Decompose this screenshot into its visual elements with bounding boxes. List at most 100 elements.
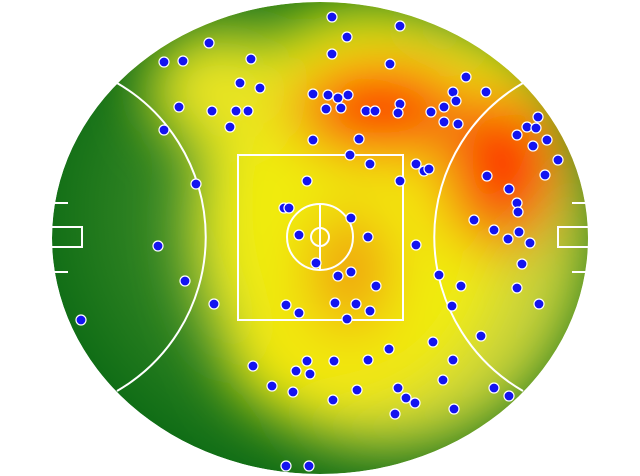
point [224,121,236,133]
point [488,224,500,236]
point [301,355,313,367]
point [364,305,376,317]
point [234,77,246,89]
point [332,92,344,104]
point [173,101,185,113]
point [532,111,544,123]
point [502,233,514,245]
point [206,105,218,117]
point [524,237,536,249]
point [370,280,382,292]
point [287,386,299,398]
point [329,297,341,309]
point [394,98,406,110]
point [438,116,450,128]
point [307,88,319,100]
point [452,118,464,130]
point [503,390,515,402]
point [410,158,422,170]
point [475,330,487,342]
point [179,275,191,287]
point [303,460,315,472]
point [310,257,322,269]
point [383,343,395,355]
field-lines [52,82,588,392]
point [511,129,523,141]
point [488,382,500,394]
point [322,89,334,101]
point [392,382,404,394]
point [328,355,340,367]
point [353,133,365,145]
point [350,298,362,310]
point [446,300,458,312]
point [468,214,480,226]
point [448,403,460,415]
point [438,101,450,113]
point [394,175,406,187]
point [326,48,338,60]
point [326,11,338,23]
point [362,354,374,366]
point [541,134,553,146]
point [369,105,381,117]
point [345,212,357,224]
point [345,266,357,278]
point [203,37,215,49]
point [392,107,404,119]
point [342,89,354,101]
point [447,354,459,366]
point [290,365,302,377]
point [389,408,401,420]
point [307,134,319,146]
point [266,380,278,392]
point [280,299,292,311]
point [410,239,422,251]
point [254,82,266,94]
point [455,280,467,292]
point [530,122,542,134]
point [341,313,353,325]
point [208,298,220,310]
point [351,384,363,396]
point [332,270,344,282]
point [512,206,524,218]
point [503,183,515,195]
point [301,175,313,187]
point [364,158,376,170]
point [177,55,189,67]
point [460,71,472,83]
point [433,269,445,281]
point [335,102,347,114]
point [394,20,406,32]
point [304,368,316,380]
point [293,307,305,319]
point [423,163,435,175]
point [344,149,356,161]
point [409,397,421,409]
point [158,56,170,68]
point [230,105,242,117]
point [152,240,164,252]
point [247,360,259,372]
point [327,394,339,406]
point [437,374,449,386]
point [481,170,493,182]
point [539,169,551,181]
point [245,53,257,65]
point [362,231,374,243]
point [552,154,564,166]
point [320,103,332,115]
point [450,95,462,107]
point [283,202,295,214]
point [513,226,525,238]
point [190,178,202,190]
point [425,106,437,118]
point [242,105,254,117]
point [533,298,545,310]
point [480,86,492,98]
point [427,336,439,348]
point [293,229,305,241]
point [75,314,87,326]
point [341,31,353,43]
